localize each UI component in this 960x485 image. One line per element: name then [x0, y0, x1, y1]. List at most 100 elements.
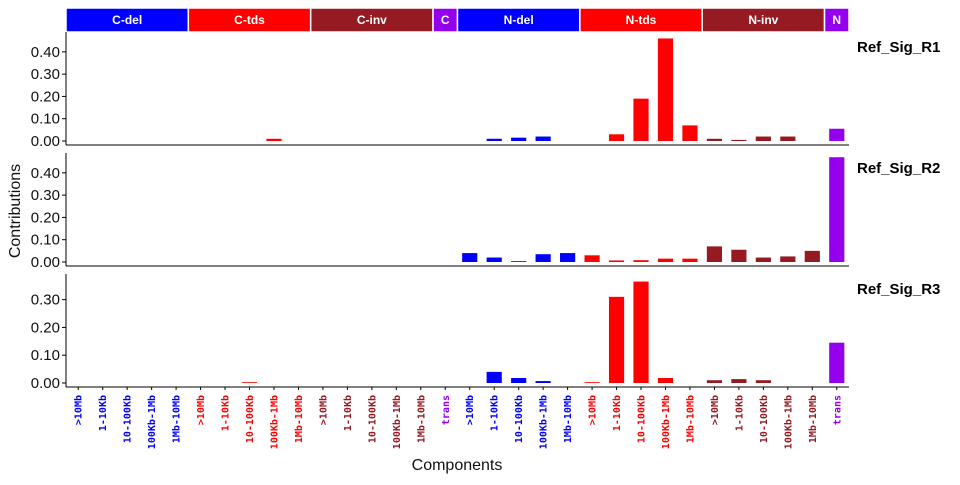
- strip-label: C-tds: [234, 13, 265, 27]
- x-tick-label: 10-100Kb: [367, 395, 378, 443]
- x-tick-label: trans: [441, 395, 452, 425]
- x-tick-label: 1Mb-10Mb: [172, 395, 183, 443]
- strip-n: [823, 7, 850, 33]
- bar: [584, 382, 600, 383]
- x-tick-label: 100Kb-1Mb: [661, 395, 672, 449]
- x-tick-label: 1-10Kb: [98, 395, 109, 431]
- bar: [535, 136, 551, 141]
- x-tick-label: 1Mb-10Mb: [808, 395, 819, 443]
- bar: [682, 258, 698, 262]
- bar: [511, 377, 527, 383]
- x-tick-label: >10Mb: [465, 395, 476, 425]
- panel-ref_sig_r1: 0.00 0.10 0.20 0.30 0.40 Ref_Sig_R1: [31, 32, 940, 150]
- x-tick-label: 1-10Kb: [734, 395, 745, 431]
- y-tick-label: 0.20: [31, 88, 60, 105]
- x-tick-label: >10Mb: [710, 395, 721, 425]
- strip-label: C-del: [112, 13, 142, 27]
- y-tick-label: 0.00: [31, 254, 60, 271]
- y-tick-label: 0.10: [31, 111, 60, 128]
- strip-label: N-del: [504, 13, 534, 27]
- bar: [706, 138, 723, 141]
- y-axis-label: Contributions: [7, 164, 24, 258]
- strip-label: C: [441, 13, 450, 27]
- y-tick-label: 0.40: [31, 44, 60, 61]
- strip-c-inv: [309, 7, 434, 33]
- strip-c-del: [65, 7, 190, 33]
- panel-label: Ref_Sig_R1: [857, 39, 940, 56]
- bar: [755, 380, 771, 383]
- bar: [266, 138, 282, 141]
- x-tick-label: >10Mb: [318, 395, 329, 425]
- bar: [608, 134, 625, 141]
- y-tick-label: 0.30: [31, 187, 60, 204]
- strip-label: N: [832, 13, 841, 27]
- x-tick-label: 10-100Kb: [245, 395, 256, 443]
- y-tick-label: 0.00: [31, 375, 60, 392]
- x-tick-label: 100Kb-1Mb: [392, 395, 403, 449]
- bar: [608, 296, 625, 383]
- bar: [829, 157, 845, 262]
- group-strip-header: C-del C-tds C-inv C N-del N-tds N-inv N: [65, 7, 850, 33]
- y-tick-label: 0.10: [31, 347, 60, 364]
- bar: [829, 128, 845, 141]
- bar: [755, 257, 771, 262]
- bar: [829, 342, 845, 383]
- bar: [755, 136, 771, 141]
- y-tick-label: 0.30: [31, 292, 60, 309]
- panel-label: Ref_Sig_R2: [857, 160, 940, 177]
- bar: [804, 250, 820, 262]
- x-tick-label: >10Mb: [196, 395, 207, 425]
- bar: [657, 38, 674, 142]
- y-tick-label: 0.40: [31, 165, 60, 182]
- strip-n-inv: [701, 7, 826, 33]
- x-tick-label: >10Mb: [74, 395, 85, 425]
- y-tick-label: 0.20: [31, 319, 60, 336]
- x-tick-label: 1-10Kb: [612, 395, 623, 431]
- bar: [682, 125, 698, 141]
- bar: [731, 379, 747, 383]
- bar: [657, 377, 674, 383]
- bar: [706, 380, 723, 383]
- x-tick-label: 100Kb-1Mb: [783, 395, 794, 449]
- bar: [731, 139, 747, 141]
- strip-label: C-inv: [357, 13, 387, 27]
- panel-ref_sig_r2: 0.00 0.10 0.20 0.30 0.40 Ref_Sig_R2: [31, 153, 940, 271]
- bar: [241, 382, 258, 383]
- bar: [535, 381, 551, 383]
- bar: [584, 255, 600, 262]
- strip-n-del: [456, 7, 581, 33]
- bar: [633, 260, 649, 262]
- bar: [511, 137, 527, 141]
- x-tick-label: 100Kb-1Mb: [147, 395, 158, 449]
- x-tick-label: 1-10Kb: [221, 395, 232, 431]
- bar: [462, 253, 478, 262]
- x-tick-label: 1Mb-10Mb: [416, 395, 427, 443]
- y-tick-label: 0.10: [31, 232, 60, 249]
- x-tick-labels: >10Mb 1-10Kb 10-100Kb 100Kb-1Mb 1Mb-10Mb >10M…: [74, 387, 843, 449]
- bar: [633, 98, 649, 141]
- x-tick-label: 1-10Kb: [490, 395, 501, 431]
- strip-n-tds: [579, 7, 703, 33]
- x-tick-label: 10-100Kb: [759, 395, 770, 443]
- y-tick-label: 0.20: [31, 209, 60, 226]
- bar: [731, 249, 747, 262]
- x-tick-label: 100Kb-1Mb: [269, 395, 280, 449]
- strip-label: N-tds: [626, 13, 657, 27]
- bar: [608, 260, 625, 262]
- x-tick-label: 1-10Kb: [343, 395, 354, 431]
- x-tick-label: 10-100Kb: [637, 395, 648, 443]
- bar: [486, 371, 502, 383]
- x-tick-label: 10-100Kb: [123, 395, 134, 443]
- panels: 0.000.100.200.300.40 Ref_Sig_R10.000.100.…: [31, 32, 940, 392]
- panel-ref_sig_r3: 0.00 0.10 0.20 0.30 Ref_Sig_R3: [31, 274, 940, 392]
- x-axis-label: Components: [412, 457, 503, 474]
- strip-label: N-inv: [748, 13, 778, 27]
- x-tick-label: 1Mb-10Mb: [685, 395, 696, 443]
- x-tick-label: 100Kb-1Mb: [539, 395, 550, 449]
- y-tick-label: 0.30: [31, 66, 60, 83]
- bar: [706, 246, 723, 262]
- bar: [486, 257, 502, 262]
- panel-label: Ref_Sig_R3: [857, 281, 940, 298]
- bar: [780, 136, 796, 141]
